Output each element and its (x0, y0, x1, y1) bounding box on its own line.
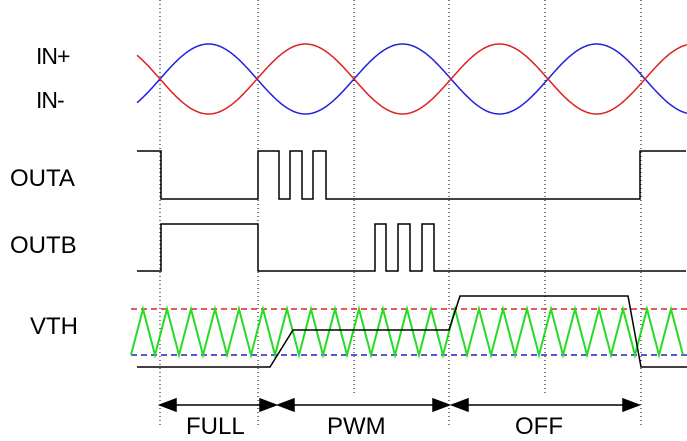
label-bg-full (180, 416, 252, 441)
outa-waveform (137, 150, 686, 200)
region-label-pwm: PWM (327, 413, 386, 440)
outb-waveform (137, 223, 686, 272)
label-outa: OUTA (10, 165, 75, 192)
region-label-off: OFF (515, 413, 563, 440)
label-outb: OUTB (10, 232, 77, 259)
label-in-minus: IN- (36, 87, 64, 113)
in-plus-waveform (136, 43, 687, 115)
region-label-full: FULL (186, 413, 245, 440)
label-vth: VTH (30, 313, 78, 340)
triangle-carrier-waveform (130, 305, 684, 359)
label-bg-pwm (318, 416, 394, 441)
label-bg-off (508, 416, 572, 441)
guide-lines (159, 0, 642, 425)
in-minus-waveform (136, 43, 687, 115)
region-arrows (157, 397, 642, 413)
label-in-plus: IN+ (36, 43, 70, 69)
vth-waveform (137, 295, 687, 368)
